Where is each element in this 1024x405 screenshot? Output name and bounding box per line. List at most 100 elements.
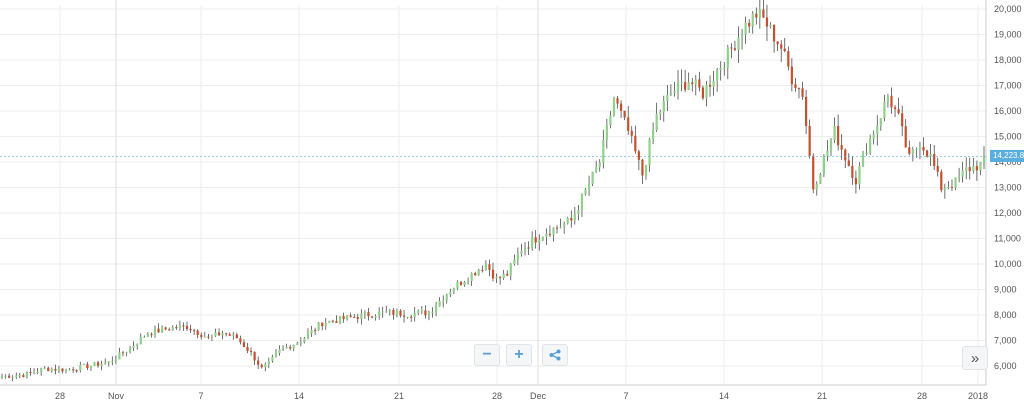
candle-body — [324, 322, 327, 327]
candle-body — [513, 259, 516, 265]
candle-body — [175, 327, 178, 329]
candle-body — [826, 150, 829, 157]
candle-body — [420, 310, 423, 312]
candle-body — [321, 322, 324, 327]
candle-body — [965, 167, 968, 171]
candle-body — [57, 368, 61, 371]
candle-body — [353, 316, 356, 318]
candle-body — [96, 362, 100, 366]
candle-body — [274, 352, 278, 357]
candle-body — [488, 264, 491, 270]
candle-body — [210, 335, 214, 337]
y-tick-label: 11,000 — [994, 234, 1021, 244]
candle-body — [758, 9, 761, 18]
candle-body — [957, 176, 961, 178]
candle-body — [157, 328, 160, 333]
candle-body — [257, 360, 260, 365]
candle-body — [837, 125, 840, 146]
candle-body — [662, 100, 665, 112]
candle-body — [8, 375, 11, 378]
candle-body — [655, 113, 658, 131]
candle-body — [851, 165, 854, 178]
candle-body — [118, 352, 121, 360]
candle-body — [822, 156, 825, 175]
candle-body — [64, 369, 68, 372]
candle-body — [531, 237, 534, 248]
candle-body — [299, 342, 302, 344]
candle-body — [185, 325, 189, 329]
candle-body — [772, 24, 776, 42]
candle-body — [72, 369, 75, 371]
candle-body — [189, 328, 192, 331]
x-tick-label: 21 — [394, 391, 404, 401]
share-button[interactable] — [542, 344, 568, 366]
candle-body — [93, 362, 96, 366]
candle-body — [570, 218, 573, 221]
zoom-in-button[interactable]: + — [506, 344, 532, 366]
candle-body — [790, 66, 793, 85]
candle-body — [627, 117, 630, 131]
candle-body — [968, 167, 971, 172]
candle-body — [808, 125, 811, 156]
candle-body — [506, 273, 509, 276]
candle-body — [449, 291, 452, 295]
candle-body — [289, 346, 292, 349]
candle-body — [146, 333, 149, 337]
candle-body — [680, 82, 683, 84]
share-icon — [549, 349, 561, 361]
candle-body — [203, 336, 206, 338]
candle-body — [716, 69, 719, 81]
x-tick-label: 14 — [294, 391, 304, 401]
candle-body — [584, 189, 587, 195]
y-tick-label: 12,000 — [994, 208, 1022, 218]
candle-body — [979, 161, 982, 171]
candle-body — [22, 375, 25, 378]
candle-body — [40, 368, 43, 372]
candle-body — [481, 269, 484, 271]
candle-body — [869, 138, 872, 153]
candle-body — [580, 194, 584, 211]
candle-body — [278, 349, 281, 353]
candle-body — [271, 356, 274, 361]
candle-body — [634, 135, 637, 152]
candle-body — [630, 130, 633, 136]
candle-body — [929, 154, 932, 157]
candle-body — [865, 152, 868, 154]
candle-body — [673, 91, 676, 94]
candle-body — [872, 134, 875, 139]
candle-body — [264, 364, 267, 368]
y-tick-label: 20,000 — [994, 4, 1022, 14]
candle-body — [890, 95, 893, 108]
candle-body — [50, 368, 53, 371]
candle-body — [876, 125, 879, 135]
candle-body — [552, 227, 555, 235]
candle-body — [232, 334, 235, 336]
candle-body — [499, 277, 502, 279]
candle-body — [762, 9, 765, 18]
candle-body — [612, 98, 616, 116]
candle-body — [456, 282, 459, 289]
candle-body — [587, 184, 591, 190]
candle-body — [128, 347, 132, 353]
candle-body — [235, 334, 238, 339]
candle-body — [114, 359, 117, 362]
candle-body — [740, 34, 744, 38]
candle-body — [306, 333, 310, 339]
candle-body — [861, 153, 865, 166]
candle-body — [242, 342, 246, 348]
zoom-out-button[interactable]: − — [474, 344, 500, 366]
candle-body — [698, 79, 701, 88]
candle-body — [684, 82, 687, 90]
candle-body — [901, 113, 904, 127]
candle-body — [296, 343, 299, 345]
scroll-to-latest-button[interactable]: » — [962, 346, 988, 370]
x-tick-label: 28 — [55, 391, 65, 401]
y-tick-label: 18,000 — [994, 55, 1022, 65]
candle-body — [833, 125, 836, 141]
candle-body — [18, 375, 21, 377]
x-tick-label: Nov — [108, 391, 125, 401]
candle-body — [563, 223, 566, 227]
candle-body — [893, 107, 897, 110]
candle-body — [79, 364, 82, 371]
candle-body — [755, 13, 758, 18]
